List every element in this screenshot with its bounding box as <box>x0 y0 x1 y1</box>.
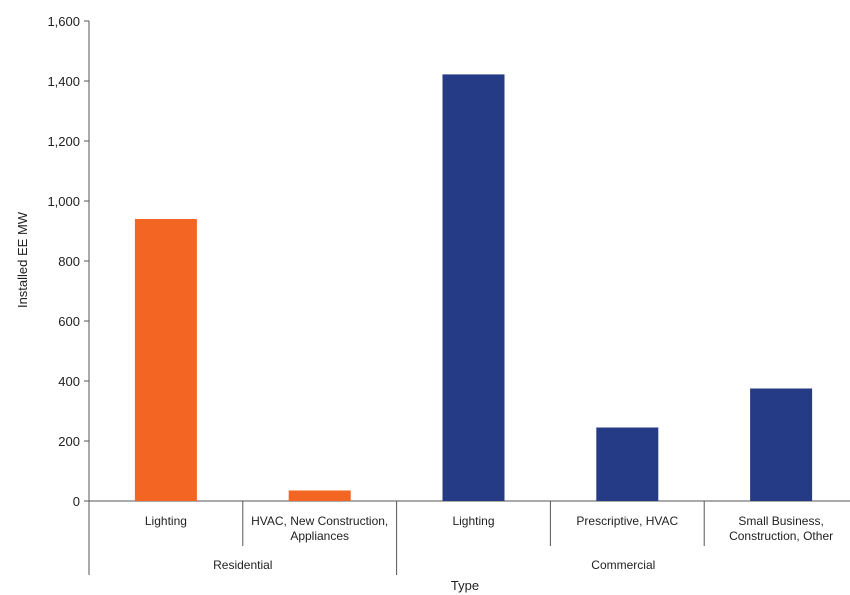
bar <box>596 427 659 501</box>
y-tick-label: 1,600 <box>47 14 80 29</box>
x-category-label: Prescriptive, HVAC <box>576 514 678 528</box>
bars <box>134 74 813 502</box>
x-group-label: Residential <box>213 558 272 572</box>
x-category-label: Lighting <box>452 514 494 528</box>
y-tick-label: 400 <box>58 374 80 389</box>
x-axis-title: Type <box>451 578 479 593</box>
bar <box>134 219 197 501</box>
y-tick-label: 1,000 <box>47 194 80 209</box>
x-group-label: Commercial <box>591 558 655 572</box>
axes <box>84 20 850 575</box>
y-tick-label: 200 <box>58 434 80 449</box>
y-axis-title: Installed EE MW <box>15 211 30 308</box>
y-tick-label: 0 <box>73 494 80 509</box>
bar <box>288 490 351 501</box>
bar <box>442 74 505 502</box>
y-tick-label: 800 <box>58 254 80 269</box>
x-category-label: Small Business, <box>738 514 823 528</box>
bar <box>750 388 813 501</box>
labels: 0 200 400 600 800 1,000 1,200 1,400 1,600 Lightin… <box>47 14 833 572</box>
x-category-label: Construction, Other <box>729 529 833 543</box>
x-category-label: Appliances <box>290 529 349 543</box>
x-category-label: HVAC, New Construction, <box>251 514 388 528</box>
y-tick-label: 1,200 <box>47 134 80 149</box>
y-tick-label: 1,400 <box>47 74 80 89</box>
x-category-label: Lighting <box>145 514 187 528</box>
y-tick-label: 600 <box>58 314 80 329</box>
